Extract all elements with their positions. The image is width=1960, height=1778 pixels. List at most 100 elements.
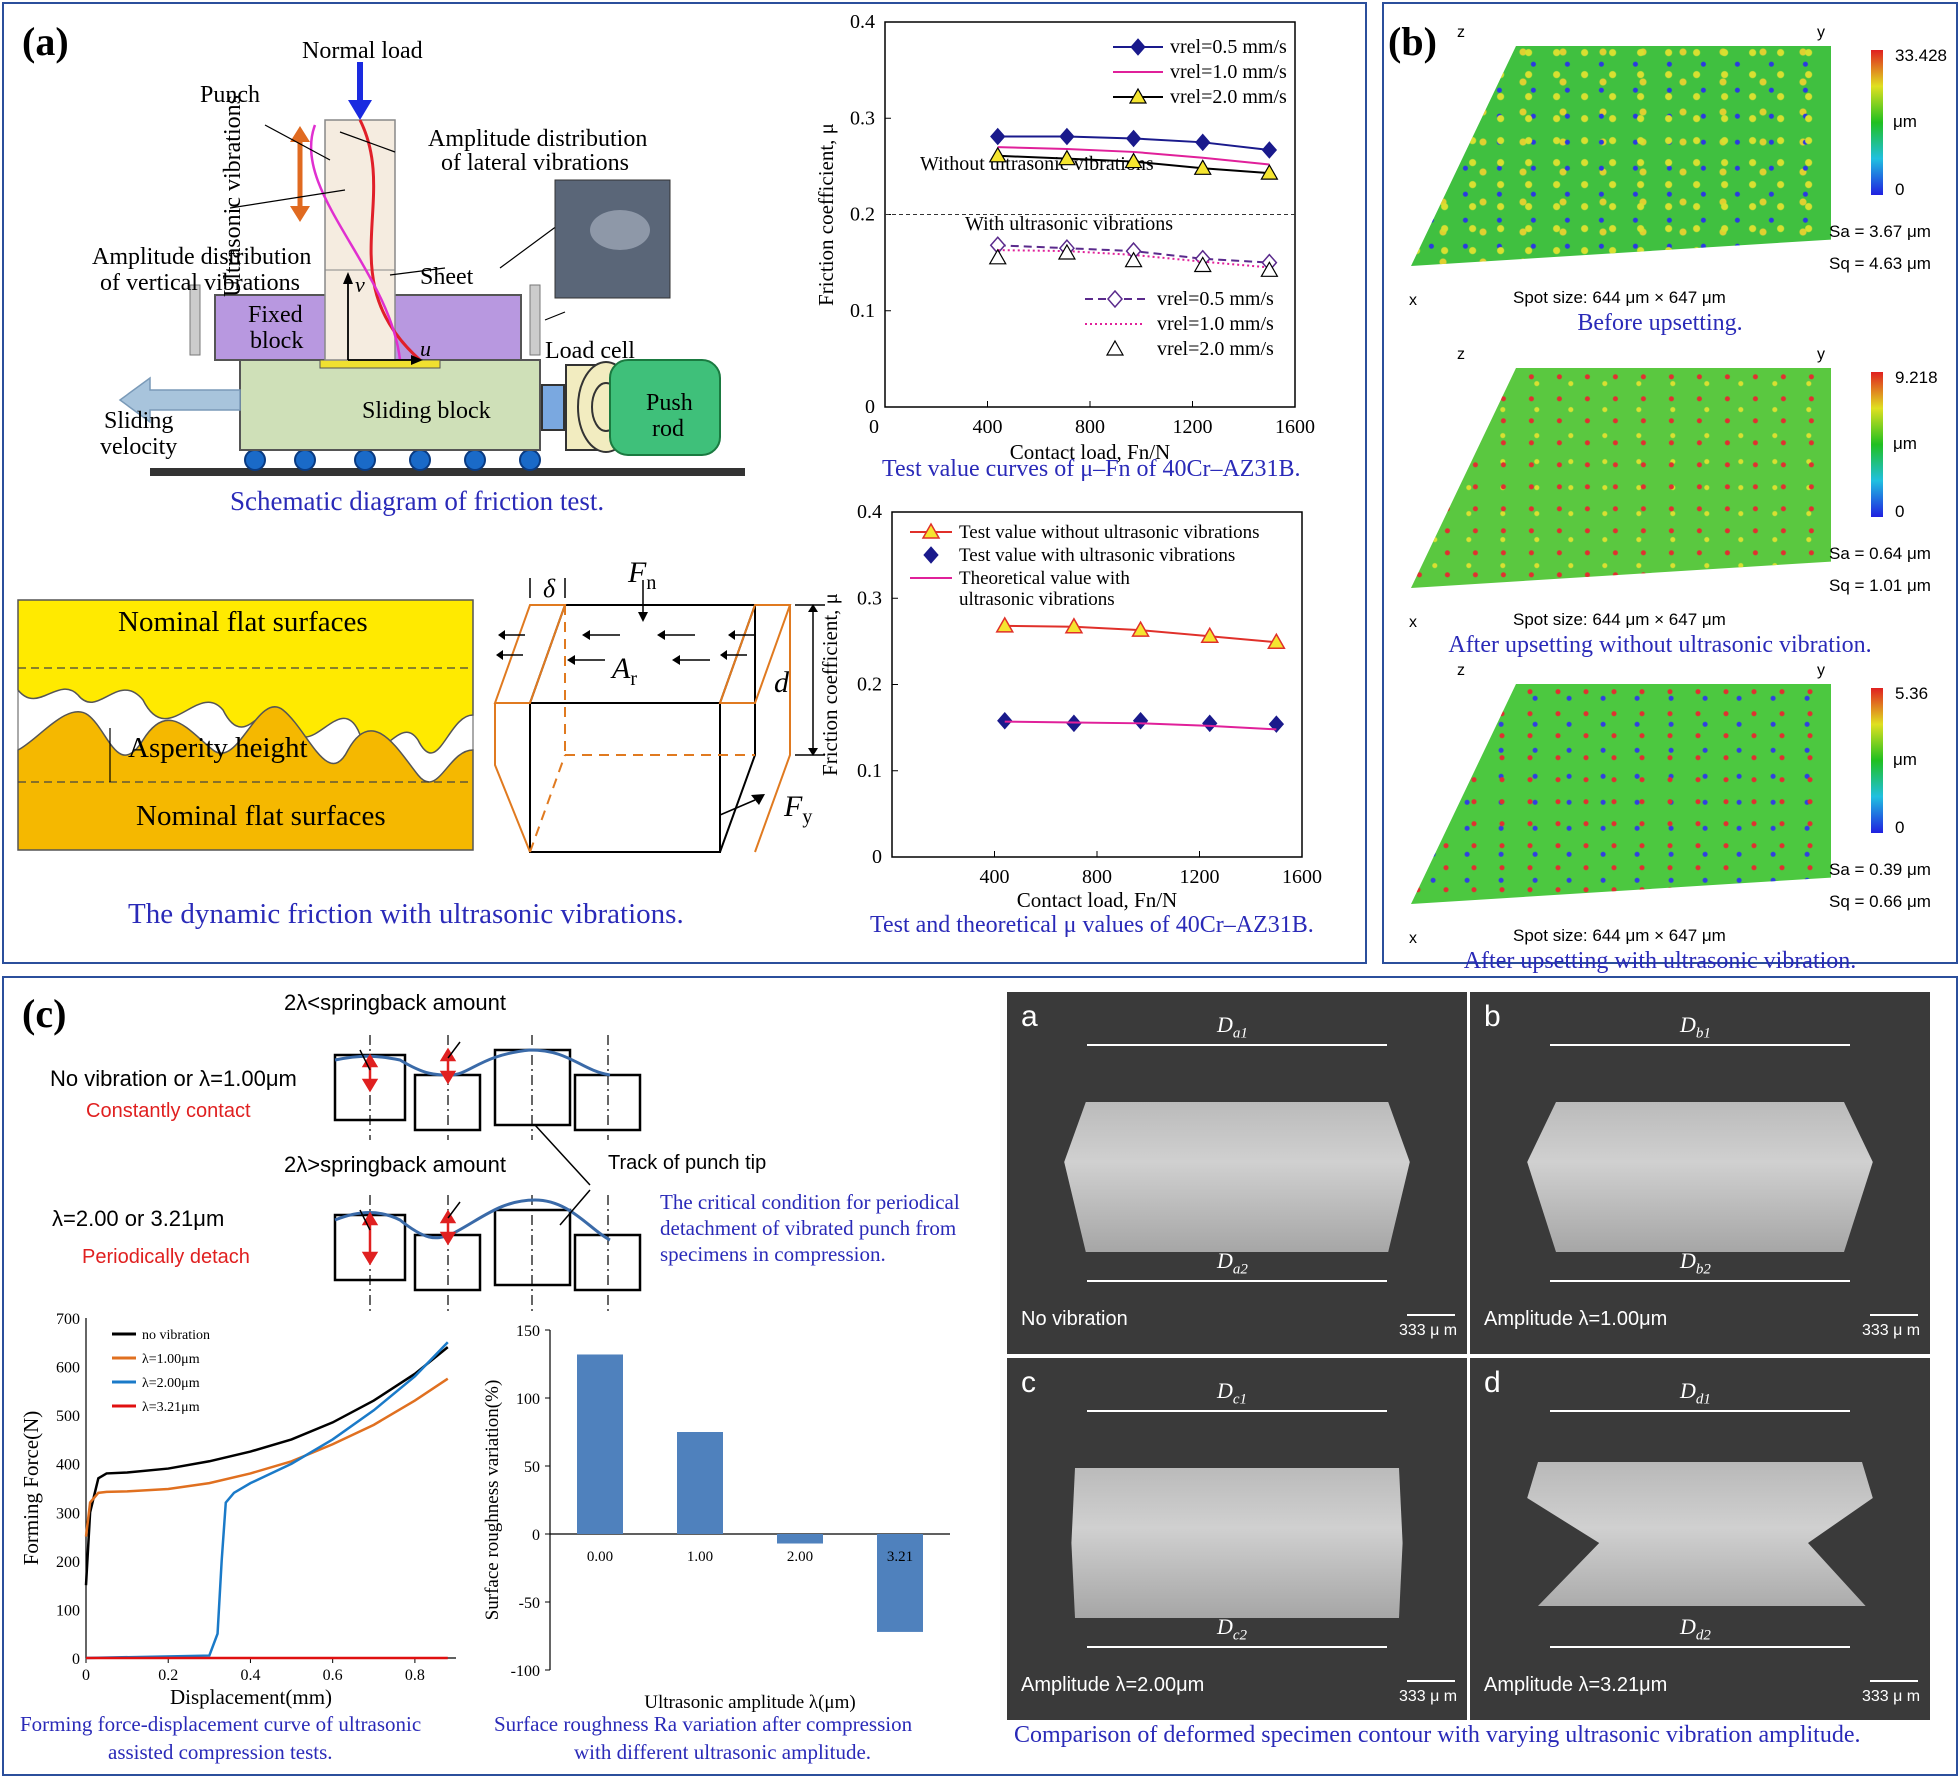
data-point xyxy=(1124,251,1143,268)
dimension-line-top xyxy=(1550,1410,1850,1412)
x-tick-label: 800 xyxy=(1082,866,1112,888)
nominal-flat-top: Nominal flat surfaces xyxy=(118,606,368,638)
legend-marker xyxy=(1107,289,1123,309)
amp-lateral-label-1: Amplitude distribution xyxy=(428,126,648,152)
y-tick-label: 0.4 xyxy=(857,501,882,523)
y-tick-label: 0.3 xyxy=(857,587,882,609)
u-label: u xyxy=(420,336,431,361)
friction-chart-1: 0 0.1 0.2 0.3 0.4 400 800 1200 1600 0 Contact load… xyxy=(814,11,1315,464)
fixed-block-label-1: Fixed xyxy=(248,302,303,328)
series-line xyxy=(85,1341,449,1660)
data-point xyxy=(1124,152,1143,169)
data-point xyxy=(988,146,1007,163)
sliding-velocity-label-2: velocity xyxy=(100,434,178,460)
nominal-flat-bottom: Nominal flat surfaces xyxy=(136,800,386,832)
axis-label-z: z xyxy=(1457,346,1465,363)
axis-label-y: y xyxy=(1817,346,1825,363)
origin-label: 0 xyxy=(869,416,879,438)
sem-note: Amplitude λ=1.00μm xyxy=(1484,1308,1668,1330)
load-cell xyxy=(541,384,565,431)
fy-label: Fy xyxy=(784,790,813,828)
dimension-line-top xyxy=(1087,1410,1387,1412)
origin-label: 0 xyxy=(872,846,882,868)
axis-label-y: y xyxy=(1817,24,1825,41)
sem-note: No vibration xyxy=(1021,1308,1128,1330)
legend-label: Test value with ultrasonic vibrations xyxy=(959,545,1235,566)
legend-label: vrel=2.0 mm/s xyxy=(1170,86,1287,108)
data-point xyxy=(1057,149,1076,166)
scale-label: 333 μ m xyxy=(1862,1322,1921,1339)
y-tick-label: 0 xyxy=(865,396,875,418)
sem-image-c: Dc1 Dc2 c Amplitude λ=2.00μm 333 μ m xyxy=(1007,1358,1467,1720)
scale-bar xyxy=(1870,1680,1918,1682)
dimension-top-label: Da1 xyxy=(1217,1012,1248,1042)
crit-caption-1: The critical condition for periodical xyxy=(660,1190,960,1214)
x-tick-label: 0.6 xyxy=(323,1667,343,1684)
surface-plot xyxy=(1411,368,1831,588)
push-rod-label-1: Push xyxy=(646,390,693,416)
x-tick-label: 800 xyxy=(1075,416,1105,438)
panel-c xyxy=(2,976,1958,1776)
y-tick-label: 0.2 xyxy=(857,674,882,696)
dimension-line-top xyxy=(1087,1044,1387,1046)
punch-label: Punch xyxy=(200,82,260,108)
sem-letter: b xyxy=(1484,1000,1501,1033)
d-label: d xyxy=(774,666,789,699)
axis-label-z: z xyxy=(1457,24,1465,41)
condition-1-note: Constantly contact xyxy=(86,1100,251,1122)
legend-label: vrel=0.5 mm/s xyxy=(1170,36,1287,58)
surface-caption: Before upsetting. xyxy=(1577,310,1743,336)
ar-label: Ar xyxy=(612,652,637,690)
legend-label: λ=1.00μm xyxy=(142,1352,200,1367)
surface-caption: After upsetting without ultrasonic vibra… xyxy=(1448,632,1872,658)
surface-map-2: z y x 9.218 μm 0 Sa = 0.64 μm Sq = 1.01 μm Spot … xyxy=(1395,344,1955,664)
colorbar-max: 33.428 xyxy=(1895,46,1947,65)
dimension-bottom-label: Db2 xyxy=(1680,1248,1711,1278)
category-label: 0.00 xyxy=(587,1549,613,1565)
load-cell-label: Load cell xyxy=(545,338,635,364)
crit-caption-2: detachment of vibrated punch from xyxy=(660,1216,957,1240)
category-label: 1.00 xyxy=(687,1549,713,1565)
sq-value: Sq = 4.63 μm xyxy=(1829,254,1931,273)
legend-label: vrel=2.0 mm/s xyxy=(1157,338,1274,360)
delta-label: δ xyxy=(543,574,556,603)
axis-label-x: x xyxy=(1409,292,1417,309)
data-point xyxy=(1261,141,1278,159)
dimension-line-top xyxy=(1550,1044,1850,1046)
data-point xyxy=(1193,256,1212,273)
colorbar xyxy=(1871,688,1883,833)
sliding-block-label: Sliding block xyxy=(362,398,491,424)
push-rod-label-2: rod xyxy=(652,416,684,442)
sem-image-d: Dd1 Dd2 d Amplitude λ=3.21μm 333 μ m xyxy=(1470,1358,1930,1720)
panel-a xyxy=(2,2,1367,964)
colorbar xyxy=(1871,50,1883,195)
surface-plot xyxy=(1411,46,1831,266)
rollers xyxy=(244,449,541,471)
series-line xyxy=(997,146,1270,166)
data-point xyxy=(990,127,1006,146)
dimension-top-label: Dc1 xyxy=(1217,1378,1248,1408)
sem-letter: c xyxy=(1021,1366,1036,1399)
legend-label: λ=2.00μm xyxy=(142,1376,200,1391)
fixed-block-label-2: block xyxy=(250,328,304,354)
y-tick-label: 0.2 xyxy=(850,204,875,226)
bar xyxy=(677,1432,723,1534)
category-label: 2.00 xyxy=(787,1549,813,1565)
data-point xyxy=(1200,626,1220,643)
dimension-bottom-label: Da2 xyxy=(1217,1248,1248,1278)
bar xyxy=(577,1354,623,1534)
x-axis-label: Ultrasonic amplitude λ(μm) xyxy=(644,1692,855,1713)
x-tick-label: 0.4 xyxy=(240,1667,260,1684)
friction-chart-2: 0.1 0.2 0.3 0.4 400 800 1200 1600 0 Contact load,… xyxy=(818,501,1322,912)
y-tick-label: 0.1 xyxy=(857,760,882,782)
specimen-shape xyxy=(1064,1102,1410,1252)
spot-size: Spot size: 644 μm × 647 μm xyxy=(1513,288,1726,307)
series-line xyxy=(84,1377,449,1537)
surface-plot xyxy=(1411,684,1831,904)
sem-image-b: Db1 Db2 b Amplitude λ=1.00μm 333 μ m xyxy=(1470,992,1930,1354)
legend-marker xyxy=(1105,339,1125,356)
punch xyxy=(324,119,396,361)
colorbar xyxy=(1871,372,1883,517)
sem-letter: d xyxy=(1484,1366,1501,1399)
axis-label-z: z xyxy=(1457,662,1465,679)
